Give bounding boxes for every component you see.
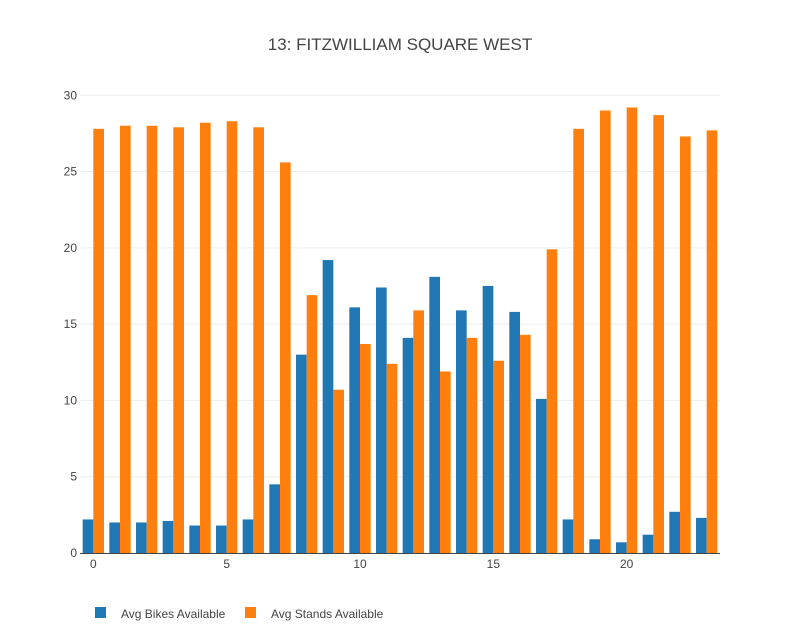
y-tick-label: 30 [64,88,78,102]
bar-bikes-3 [162,520,174,553]
bar-bikes-15 [482,285,494,553]
x-tick-label: 15 [487,557,501,571]
bar-stands-4 [200,122,211,553]
bar-bikes-4 [189,525,200,553]
chart-title: 13: FITZWILLIAM SQUARE WEST [268,35,532,54]
legend: Avg Bikes Available Avg Stands Available [95,607,384,621]
y-tick-label: 20 [64,241,78,255]
x-tick-label: 5 [223,557,230,571]
bar-stands-3 [173,127,184,554]
bar-bikes-13 [429,276,440,553]
bar-stands-5 [226,121,238,553]
bar-stands-13 [440,371,451,553]
y-tick-label: 15 [64,317,78,331]
bar-stands-22 [680,136,691,553]
bar-stands-15 [493,360,504,553]
y-tick-label: 0 [70,546,77,560]
bar-stands-1 [120,125,131,554]
bar-bikes-1 [109,522,120,553]
bar-stands-11 [386,363,398,553]
y-tick-label: 10 [64,393,78,407]
bar-bikes-12 [402,337,414,553]
bar-stands-0 [93,128,104,553]
bar-bikes-21 [642,534,654,553]
legend-label-stands: Avg Stands Available [271,607,384,621]
bar-bikes-17 [536,398,547,553]
bar-stands-7 [280,162,291,553]
bar-bikes-16 [509,311,520,553]
bar-stands-6 [253,127,264,554]
legend-label-bikes: Avg Bikes Available [121,607,226,621]
bar-bikes-14 [456,310,467,553]
x-tick-label: 10 [353,557,367,571]
bar-bikes-0 [82,519,94,553]
bar-bikes-10 [349,307,360,553]
bar-stands-12 [413,310,424,553]
bar-bikes-5 [216,525,227,553]
bar-bikes-2 [136,522,147,553]
legend-swatch-stands [245,607,256,618]
bar-stands-23 [706,130,718,553]
y-tick-label: 25 [64,165,78,179]
bar-stands-18 [573,128,584,553]
axes: 0 5 10 15 20 25 30 0 5 10 15 20 [64,88,720,571]
bar-bikes-7 [269,484,280,553]
gridlines [80,94,720,478]
bar-bikes-11 [376,287,387,553]
bar-stands-8 [306,295,318,553]
bars [82,107,718,554]
bar-bikes-23 [696,517,707,553]
legend-swatch-bikes [95,607,106,618]
bar-stands-17 [546,249,558,554]
bar-stands-2 [146,125,158,554]
bar-bikes-20 [616,542,627,553]
bar-bikes-18 [562,519,574,553]
bar-stands-9 [333,389,344,553]
bar-bikes-9 [322,260,334,553]
bar-bikes-22 [669,511,680,553]
y-tick-label: 5 [70,470,77,484]
bar-stands-21 [653,115,664,553]
x-tick-label: 0 [90,557,97,571]
bar-stands-10 [360,343,371,553]
bar-bikes-6 [242,519,254,553]
bar-bikes-8 [296,354,307,553]
bar-stands-19 [600,110,611,554]
bar-stands-14 [466,337,478,553]
x-tick-label: 20 [620,557,634,571]
bar-stands-20 [626,107,638,554]
bar-stands-16 [520,334,531,553]
bar-bikes-19 [589,539,600,553]
